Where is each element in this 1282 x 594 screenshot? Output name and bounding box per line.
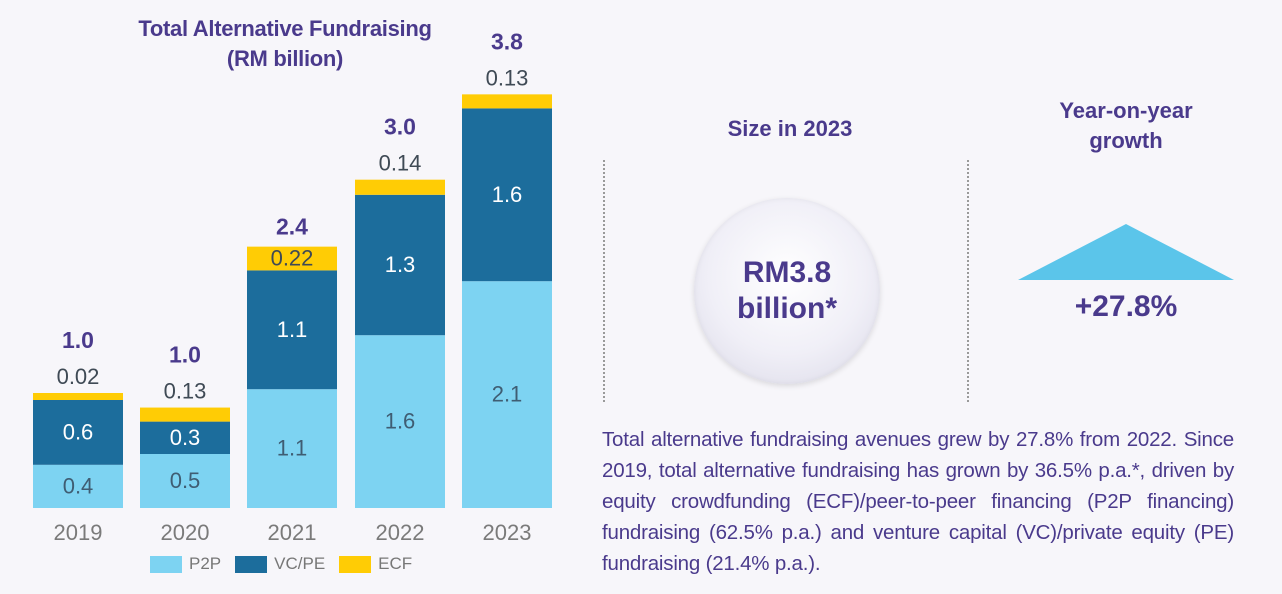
label-p2p-2023: 2.1 (492, 382, 523, 407)
x-tick-label-2022: 2022 (376, 520, 425, 545)
chart-legend: P2P VC/PE ECF (150, 554, 412, 574)
bar-ecf-2019 (33, 393, 123, 400)
x-tick-label-2021: 2021 (268, 520, 317, 545)
bar-vcpe-2020 (140, 421, 230, 454)
bar-ecf-2022 (355, 179, 445, 195)
bar-vcpe-2023 (462, 108, 552, 282)
chart-title: Total Alternative Fundraising (RM billio… (120, 14, 450, 74)
growth-value: +27.8% (1074, 290, 1178, 323)
divider-left (603, 160, 605, 402)
bar-vcpe-2022 (355, 194, 445, 336)
legend-item-p2p: P2P (150, 554, 221, 574)
total-label-2023: 3.8 (491, 28, 523, 54)
bar-ecf-2023 (462, 94, 552, 109)
total-label-2020: 1.0 (169, 342, 201, 368)
bar-ecf-2020 (140, 407, 230, 422)
legend-swatch-vcpe (235, 555, 268, 573)
total-label-2021: 2.4 (276, 214, 308, 240)
growth-title: Year-on-year growth (1016, 96, 1236, 156)
size-value-line2: billion* (737, 292, 837, 325)
bar-p2p-2021 (247, 389, 337, 508)
bar-ecf-2021 (247, 246, 337, 271)
label-ecf-2023: 0.13 (486, 65, 529, 90)
bar-vcpe-2019 (33, 400, 123, 465)
chart-title-main: Total Alternative Fundraising (138, 16, 432, 41)
size-bubble: RM3.8 billion* (694, 198, 880, 384)
label-ecf-2021: 0.22 (271, 246, 314, 271)
label-ecf-2019: 0.02 (57, 364, 100, 389)
label-p2p-2022: 1.6 (385, 409, 416, 434)
label-vcpe-2023: 1.6 (492, 182, 523, 207)
label-ecf-2020: 0.13 (164, 379, 207, 404)
label-p2p-2021: 1.1 (277, 436, 308, 461)
growth-up-triangle-icon (1018, 224, 1234, 280)
x-tick-label-2020: 2020 (161, 520, 210, 545)
bar-p2p-2020 (140, 454, 230, 508)
legend-label-p2p: P2P (189, 554, 222, 573)
total-label-2019: 1.0 (62, 327, 94, 353)
bar-p2p-2023 (462, 281, 552, 508)
bar-vcpe-2021 (247, 270, 337, 390)
description-text: Total alternative fundraising avenues gr… (602, 428, 1234, 575)
label-ecf-2022: 0.14 (379, 151, 422, 176)
size-value-line1: RM3.8 (742, 256, 832, 289)
legend-item-ecf: ECF (339, 554, 412, 574)
label-p2p-2019: 0.4 (63, 473, 94, 498)
label-vcpe-2019: 0.6 (63, 419, 94, 444)
label-vcpe-2021: 1.1 (277, 317, 308, 342)
total-label-2022: 3.0 (384, 114, 416, 140)
legend-label-vcpe: VC/PE (274, 554, 326, 573)
stacked-bar-chart: 0.4 0.6 0.02 1.0 2019 0.5 0.3 0.13 1.0 2020 1.1 1.1… (33, 28, 552, 545)
chart-subtitle: (RM billion) (226, 46, 344, 71)
growth-title-line1: Year-on-year (1059, 98, 1193, 123)
divider-right (967, 160, 969, 402)
growth-title-line2: growth (1089, 128, 1163, 153)
legend-swatch-p2p (150, 555, 182, 573)
bar-p2p-2022 (355, 335, 445, 508)
label-vcpe-2020: 0.3 (170, 425, 201, 450)
x-tick-label-2023: 2023 (483, 520, 532, 545)
label-p2p-2020: 0.5 (170, 468, 201, 493)
legend-item-vcpe: VC/PE (235, 554, 325, 574)
legend-label-ecf: ECF (378, 554, 413, 573)
label-vcpe-2022: 1.3 (385, 252, 416, 277)
size-title: Size in 2023 (727, 116, 853, 141)
x-tick-label-2019: 2019 (54, 520, 103, 545)
bar-p2p-2019 (33, 464, 123, 508)
legend-swatch-ecf (339, 555, 372, 573)
